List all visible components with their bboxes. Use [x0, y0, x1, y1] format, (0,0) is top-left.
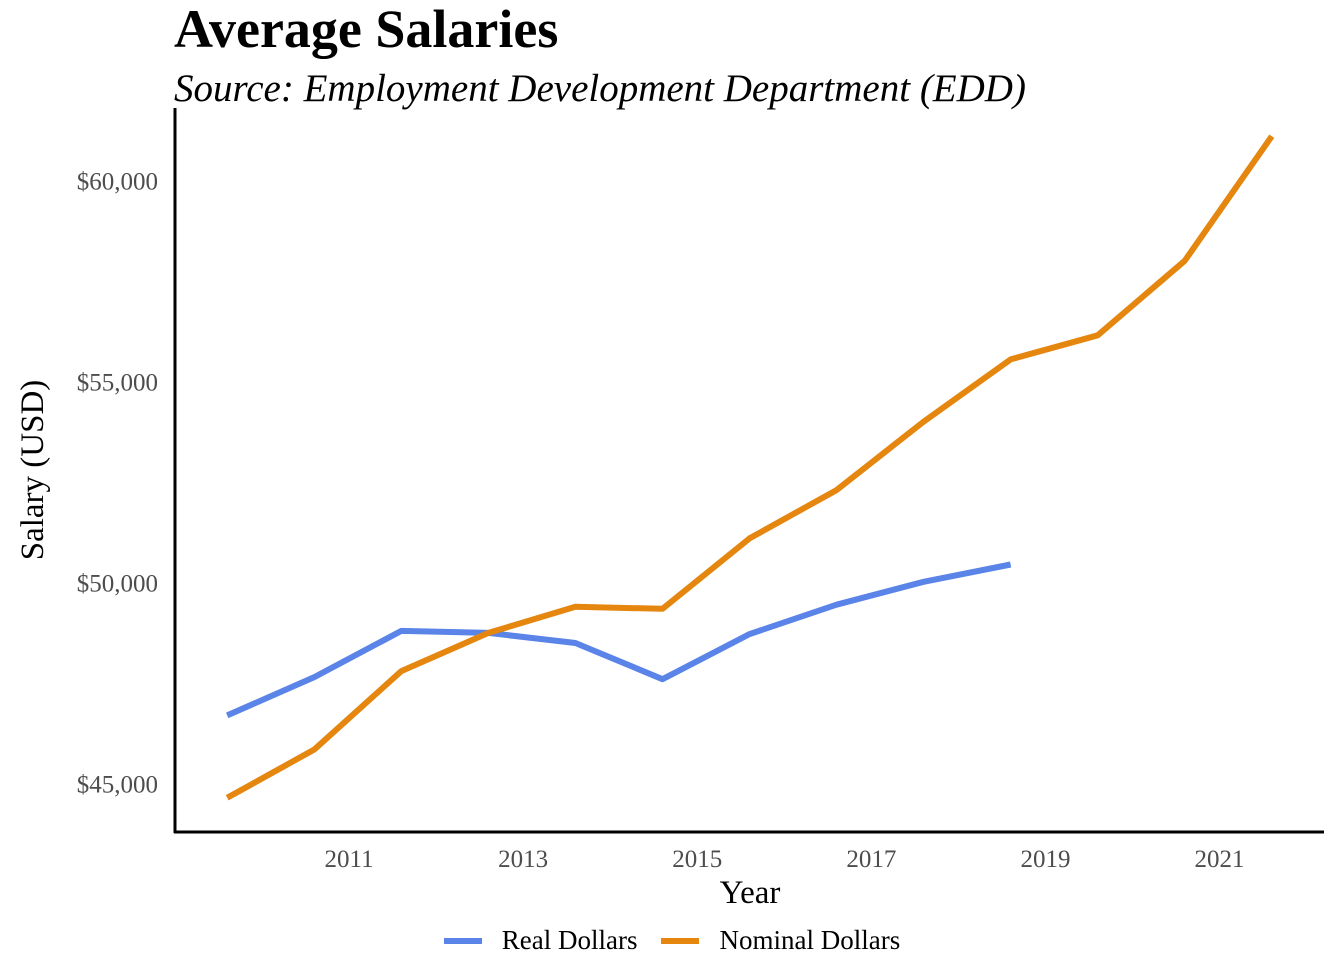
x-tick-label: 2011: [325, 846, 374, 873]
chart-subtitle: Source: Employment Development Departmen…: [174, 67, 1026, 110]
x-tick-label: 2013: [498, 846, 548, 873]
x-axis-title: Year: [720, 875, 781, 911]
x-tick-label: 2019: [1020, 846, 1070, 873]
y-tick-label: $55,000: [77, 370, 158, 397]
x-ticks: 2011 2013 2015 2017 2019 2021: [325, 846, 1245, 873]
legend: Real Dollars Nominal Dollars: [0, 925, 1344, 956]
y-ticks: $45,000 $50,000 $55,000 $60,000: [77, 168, 158, 798]
series-line-real-dollars: [225, 561, 1012, 719]
legend-swatch: [443, 937, 482, 944]
y-tick-label: $60,000: [77, 168, 158, 195]
chart-title: Average Salaries: [174, 0, 559, 59]
y-tick-label: $45,000: [77, 772, 158, 799]
legend-item: Nominal Dollars: [661, 925, 900, 956]
series-line-nominal-dollars: [225, 134, 1275, 801]
series-lines: [225, 134, 1275, 801]
legend-label: Nominal Dollars: [719, 925, 901, 955]
y-tick-label: $50,000: [77, 571, 158, 598]
legend-item: Real Dollars: [443, 925, 638, 956]
legend-label: Real Dollars: [501, 925, 638, 955]
x-tick-label: 2021: [1195, 846, 1245, 873]
x-tick-label: 2017: [846, 846, 896, 873]
legend-swatch: [661, 937, 700, 944]
y-axis-title: Salary (USD): [15, 380, 51, 561]
x-tick-label: 2015: [672, 846, 722, 873]
